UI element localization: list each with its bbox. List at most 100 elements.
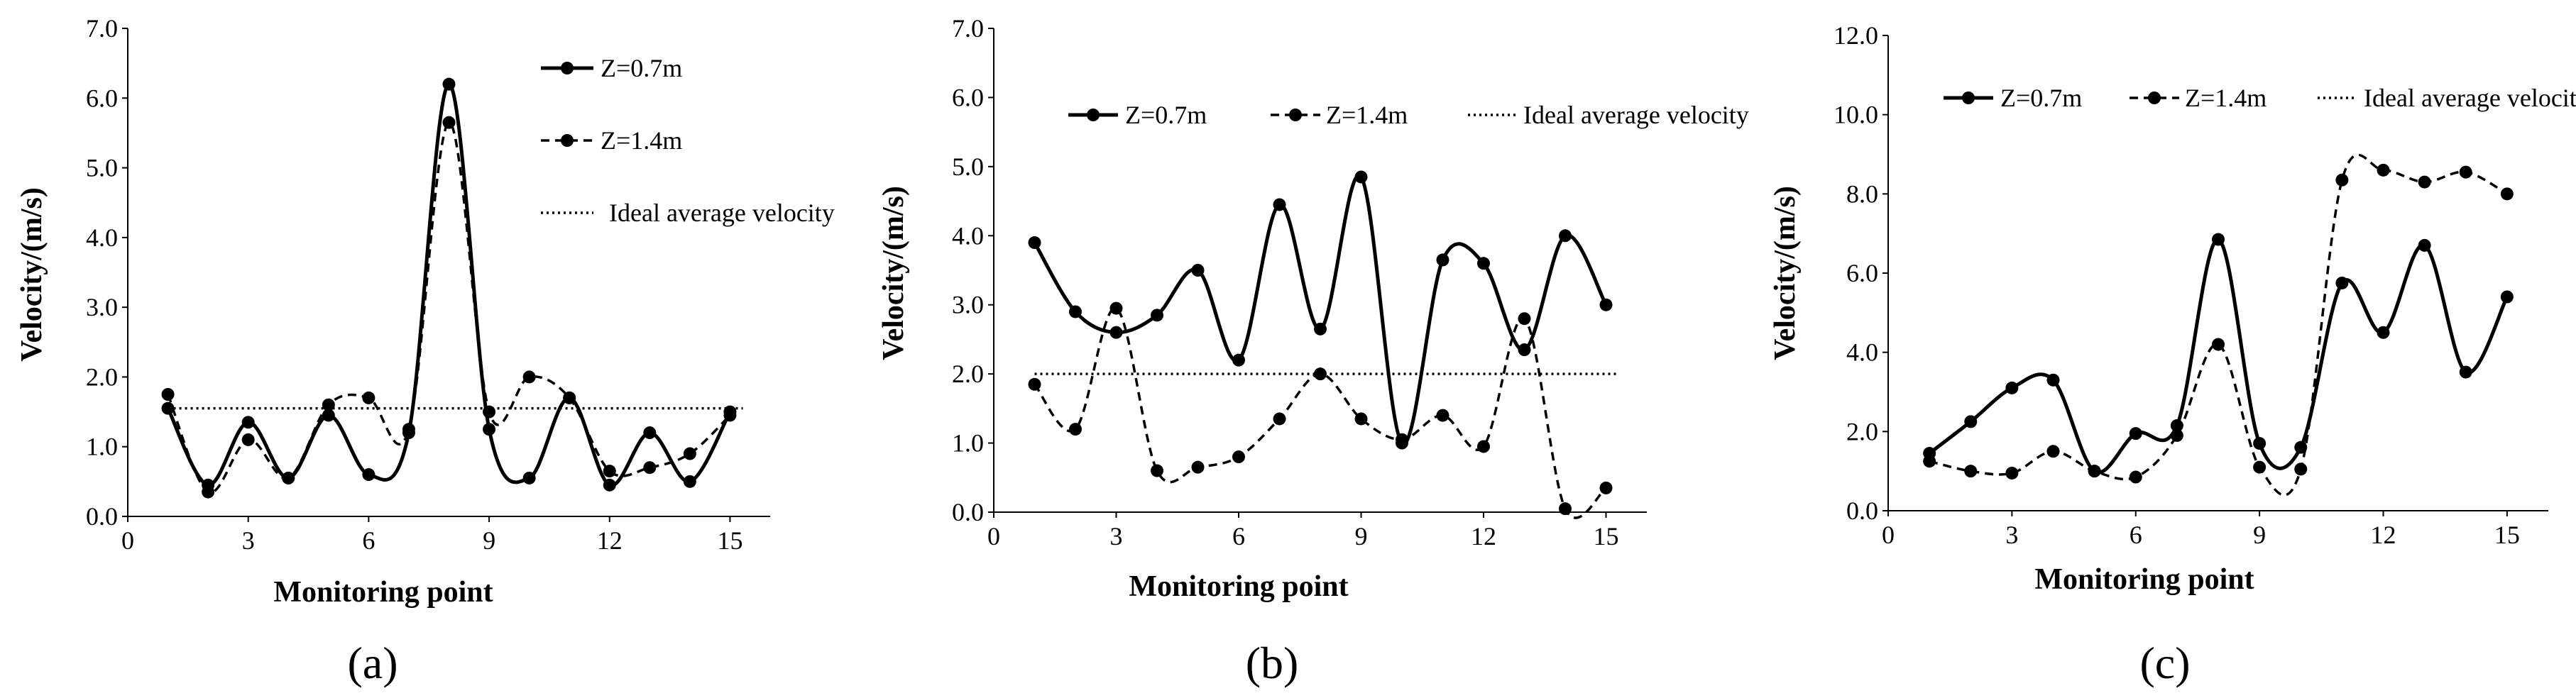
- panel-b-legend-marker-dashed: [1289, 109, 1302, 121]
- panel-c-y-tick-label: 6.0: [1846, 259, 1878, 287]
- panel-b-series-z0-7m-point: [1599, 298, 1613, 311]
- panel-a-x-axis-title: Monitoring point: [273, 576, 493, 609]
- panel-a-series-z1-4m-point: [442, 116, 456, 129]
- panel-b-series-z1-4m-point: [1354, 412, 1368, 426]
- panel-c-series-z1-4m-line: [1929, 153, 2508, 497]
- panel-c-series-z0-7m-point: [2418, 238, 2431, 252]
- panel-b-series-z1-4m-point: [1314, 367, 1327, 381]
- panel-c-series-z0-7m-point: [2005, 381, 2019, 394]
- panel-a-y-tick-label: 2.0: [86, 362, 118, 391]
- panel-c-y-axis-title: Velocity/(m/s): [1769, 186, 1802, 360]
- panel-a-y-tick-label: 7.0: [86, 14, 118, 43]
- panel-b-x-tick-label: 0: [987, 522, 1000, 550]
- panel-a-series-z0-7m-point: [322, 409, 335, 422]
- panel-c-y-tick-label: 2.0: [1846, 417, 1878, 445]
- panel-b-series-z1-4m-point: [1109, 301, 1123, 315]
- panel-b-x-axis-title: Monitoring point: [1129, 570, 1348, 603]
- panel-a-x-tick-label: 12: [597, 526, 623, 555]
- panel-b-series-z1-4m-line: [1034, 306, 1607, 519]
- panel-a-x-tick-label: 0: [121, 526, 134, 555]
- panel-c-series-z0-7m-point: [2046, 373, 2060, 387]
- panel-a-y-tick-label: 0.0: [86, 502, 118, 531]
- panel-c-series-z1-4m-point: [1923, 455, 1936, 468]
- panel-c-legend: Z=0.7m Z=1.4m Ideal average velocity: [1944, 84, 2576, 112]
- panel-c-y-tick-label: 12.0: [1834, 21, 1878, 50]
- panel-c-legend-marker-solid: [1962, 92, 1975, 104]
- panel-a-x-tick-label: 6: [362, 526, 375, 555]
- panel-c-plot: 0.0 2.0 4.0 6.0 8.0 10.0 12.0 0 3 6 9 12 15: [1834, 21, 2548, 549]
- panel-c-series-z1-4m-point: [2500, 187, 2514, 201]
- panel-b-legend: Z=0.7m Z=1.4m Ideal average velocity: [1068, 101, 1749, 129]
- panel-b-series-z1-4m-point: [1232, 450, 1245, 464]
- panel-c-series-z1-4m-point: [2212, 338, 2225, 351]
- panel-c-series-z1-4m-point: [1964, 465, 1978, 478]
- panel-b-series-z1-4m-point: [1151, 464, 1163, 477]
- panel-c-series-z1-4m-point: [2253, 460, 2267, 474]
- panel-c-series-z1-4m-point: [2459, 165, 2472, 179]
- panel-c-x-axis-title: Monitoring point: [2034, 563, 2254, 596]
- panel-a-legend-label-dashed: Z=1.4m: [601, 126, 682, 155]
- panel-c-legend-marker-dashed: [2148, 92, 2161, 104]
- panel-c-x-tick-label: 9: [2253, 521, 2266, 549]
- panel-a-legend-marker-solid: [561, 62, 574, 74]
- panel-a-y-tick-label: 4.0: [86, 223, 118, 252]
- panel-b-series-z0-7m-point: [1109, 326, 1123, 339]
- panel-a-legend-marker-dashed: [561, 134, 574, 147]
- panel-a-series-z1-4m-point: [241, 433, 255, 446]
- panel-b-x-tick-label: 9: [1355, 522, 1368, 550]
- panel-a-y-tick-label: 5.0: [86, 154, 118, 182]
- panel-c-series-z0-7m-point: [2212, 233, 2225, 246]
- panel-b-series-z0-7m-point: [1151, 309, 1163, 322]
- panel-c-series-z1-4m-point: [2170, 428, 2183, 442]
- panel-c-series-z0-7m-point: [2253, 437, 2267, 450]
- panel-b-series-z1-4m-point: [1396, 433, 1408, 446]
- panel-b-series-z1-4m-point: [1191, 460, 1205, 474]
- panel-c-series-z0-7m-point: [2459, 365, 2472, 379]
- panel-a-series-z0-7m-point: [362, 468, 376, 482]
- panel-c-x-tick-label: 15: [2494, 521, 2520, 549]
- panel-b-series-z0-7m-point: [1314, 322, 1327, 336]
- panel-c-x-tick-label: 0: [1882, 521, 1895, 549]
- panel-a-x-tick-label: 9: [483, 526, 495, 555]
- panel-a-label: (a): [347, 638, 398, 688]
- panel-c-label: (c): [2139, 638, 2190, 688]
- panel-b-y-axis-title: Velocity/(m/s): [877, 186, 910, 360]
- panel-b-x-tick-label: 12: [1471, 522, 1496, 550]
- panel-a-series-z1-4m-point: [402, 423, 415, 436]
- panel-b-x-tick-label: 15: [1594, 522, 1619, 550]
- panel-c-legend-label-solid: Z=0.7m: [2000, 84, 2082, 112]
- panel-b-x-tick-label: 3: [1110, 522, 1123, 550]
- panel-a-series-z0-7m-point: [442, 77, 456, 91]
- panel-c: 0.0 2.0 4.0 6.0 8.0 10.0 12.0 0 3 6 9 12 15 Monitori…: [1769, 21, 2576, 688]
- panel-b-y-tick-label: 4.0: [952, 221, 984, 250]
- panel-a-series-z0-7m-point: [683, 475, 696, 488]
- panel-b-legend-label-ideal: Ideal average velocity: [1523, 101, 1749, 129]
- panel-a-plot: 0.0 1.0 2.0 3.0 4.0 5.0 6.0 7.0 0 3 6 9 12 15: [86, 14, 770, 555]
- panel-c-series-z1-4m-point: [2418, 175, 2431, 189]
- panel-b-series-z1-4m-point: [1069, 423, 1082, 436]
- panel-a-series-z0-7m-point: [522, 471, 536, 484]
- panel-a-series-z1-4m-point: [603, 465, 616, 478]
- panel-b-series-z0-7m-point: [1273, 198, 1286, 211]
- panel-c-series-z1-4m-point: [2088, 465, 2101, 478]
- panel-a-x-tick-label: 15: [717, 526, 742, 555]
- panel-a-series-z1-4m-point: [161, 388, 175, 401]
- panel-a-y-tick-label: 6.0: [86, 84, 118, 112]
- panel-a-series-z0-7m-point: [241, 416, 255, 429]
- panel-a-series-z1-4m-point: [643, 461, 657, 475]
- panel-a: 0.0 1.0 2.0 3.0 4.0 5.0 6.0 7.0 0 3 6 9 12 15 Monitor…: [16, 14, 835, 688]
- panel-c-y-tick-label: 4.0: [1846, 338, 1878, 367]
- panel-a-series-z1-4m-point: [723, 409, 737, 422]
- panel-b-y-tick-label: 1.0: [952, 429, 984, 458]
- panel-c-series-z1-4m-point: [2377, 163, 2390, 177]
- panel-b-y-tick-label: 6.0: [952, 83, 984, 111]
- panel-a-series-z1-4m-point: [202, 485, 215, 499]
- panel-a-legend: Z=0.7m Z=1.4m Ideal average velocity: [541, 54, 835, 227]
- panel-c-series-z1-4m-point: [2129, 470, 2142, 484]
- panel-a-y-tick-label: 1.0: [86, 433, 118, 461]
- panel-b-series-z1-4m-point: [1436, 409, 1449, 422]
- panel-a-y-axis-title: Velocity/(m/s): [16, 187, 48, 362]
- panel-b-plot: 0.0 1.0 2.0 3.0 4.0 5.0 6.0 7.0 0 3 6 9 12 15: [952, 14, 1647, 550]
- panel-a-series-z0-7m-point: [603, 478, 616, 492]
- panel-a-legend-label-ideal: Ideal average velocity: [609, 199, 835, 227]
